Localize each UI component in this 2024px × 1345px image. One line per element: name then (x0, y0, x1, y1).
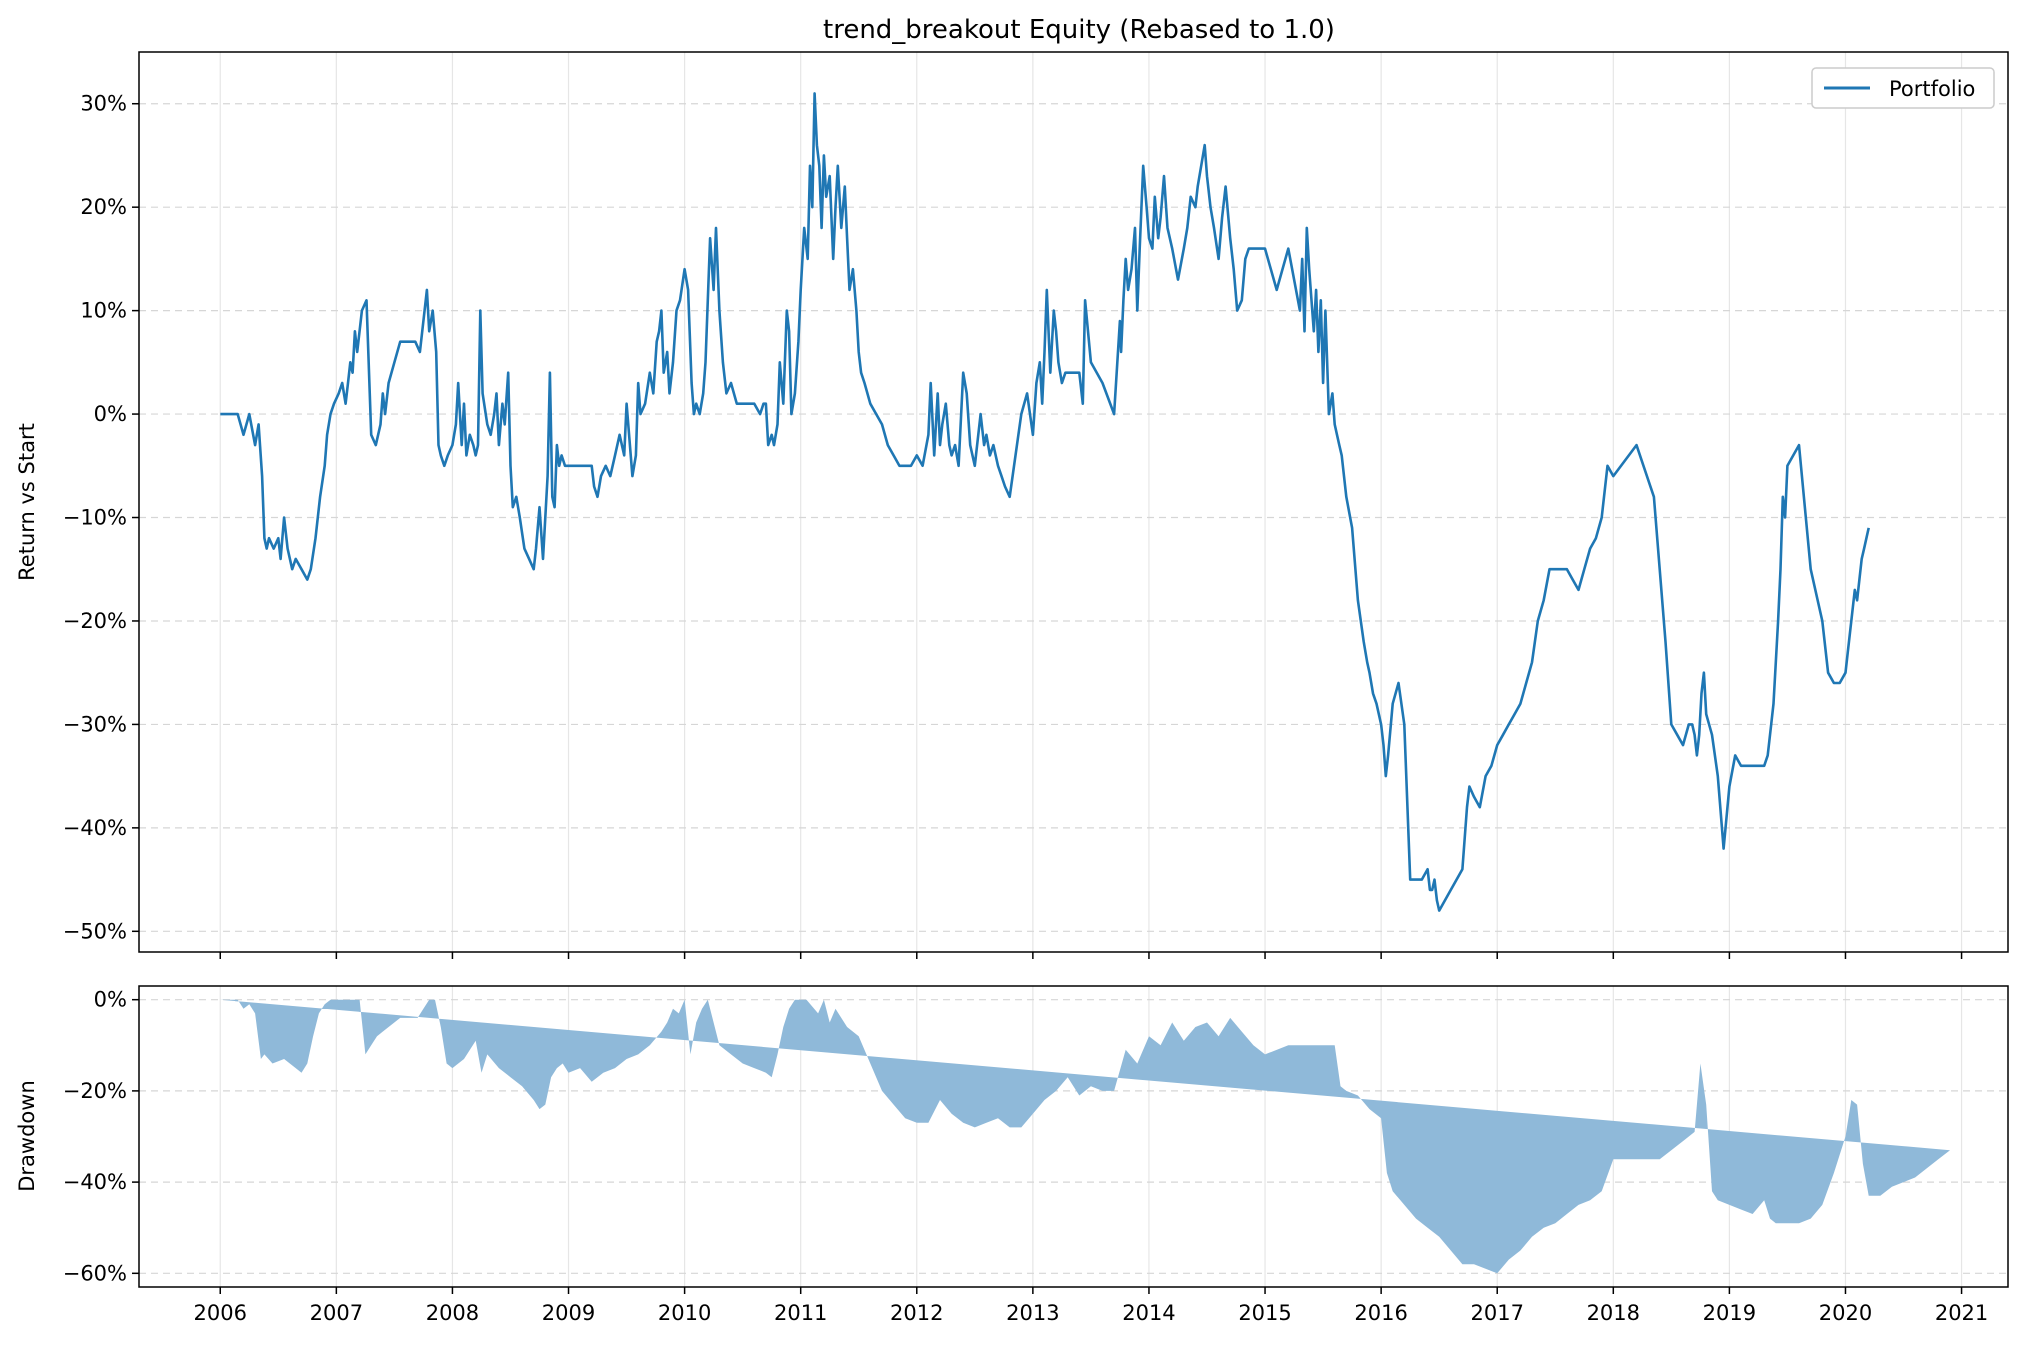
drawdown-x-axis: 2006 2007 2008 2009 2010 2011 2012 2013 2014 2015… (194, 1287, 1988, 1325)
drawdown-area (220, 999, 1950, 1274)
xtick-label-2008: 2008 (426, 1301, 479, 1325)
equity-y-axis: 30% 20% 10% 0% −10% −20% −30% −40% −50% (63, 92, 139, 943)
equity-x-ticks (219, 952, 1963, 959)
xtick-label-2020: 2020 (1819, 1301, 1872, 1325)
equity-ytick-label-5: −20% (63, 609, 127, 633)
xtick-label-2011: 2011 (774, 1301, 827, 1325)
xtick-label-2006: 2006 (194, 1301, 247, 1325)
legend-box (1811, 67, 1995, 109)
drawdown-panel: 0%−20%−40%−60% 2006 2007 2008 2009 2010 2011 2… (15, 985, 2009, 1325)
drawdown-ytick-label-0: 0% (94, 988, 127, 1012)
equity-ytick-label-8: −50% (63, 919, 127, 943)
xtick-label-2014: 2014 (1122, 1301, 1175, 1325)
chart-title: trend_breakout Equity (Rebased to 1.0) (823, 15, 1335, 45)
equity-grid (139, 52, 2008, 952)
drawdown-axes-frame (138, 985, 2009, 1288)
drawdown-y-axis: 0% −20% −40% −60% (63, 988, 139, 1285)
xtick-label-2018: 2018 (1587, 1301, 1640, 1325)
equity-axes-frame (138, 51, 2009, 953)
legend: Portfolio (1811, 67, 1995, 109)
drawdown-ytick-label-2: −40% (63, 1170, 127, 1194)
equity-ytick-label-1: 20% (80, 195, 127, 219)
equity-ytick-label-4: −10% (63, 506, 127, 530)
equity-ytick-label-6: −30% (63, 712, 127, 736)
drawdown-series (220, 999, 1950, 1274)
equity-ytick-label-7: −40% (63, 816, 127, 840)
xtick-label-2017: 2017 (1470, 1301, 1523, 1325)
equity-ytick-label-2: 10% (80, 299, 127, 323)
xtick-label-2012: 2012 (890, 1301, 943, 1325)
xtick-label-2016: 2016 (1354, 1301, 1407, 1325)
portfolio-line (220, 92, 1870, 912)
drawdown-ytick-label-1: −20% (63, 1079, 127, 1103)
equity-ytick-label-0: 30% (80, 92, 127, 116)
xtick-label-2015: 2015 (1238, 1301, 1291, 1325)
xtick-label-2019: 2019 (1703, 1301, 1756, 1325)
equity-ytick-label-3: 0% (94, 402, 127, 426)
drawdown-ytick-label-3: −60% (63, 1261, 127, 1285)
drawdown-y-axis-label: Drawdown (15, 1080, 39, 1192)
xtick-label-2021: 2021 (1935, 1301, 1988, 1325)
equity-y-axis-label: Return vs Start (15, 423, 39, 581)
equity-panel: trend_breakout Equity (Rebased to 1.0) 3… (15, 15, 2009, 959)
xtick-label-2010: 2010 (658, 1301, 711, 1325)
legend-portfolio-label: Portfolio (1889, 77, 1975, 101)
xtick-label-2013: 2013 (1006, 1301, 1059, 1325)
xtick-label-2007: 2007 (310, 1301, 363, 1325)
equity-series (220, 92, 1870, 912)
xtick-label-2009: 2009 (542, 1301, 595, 1325)
